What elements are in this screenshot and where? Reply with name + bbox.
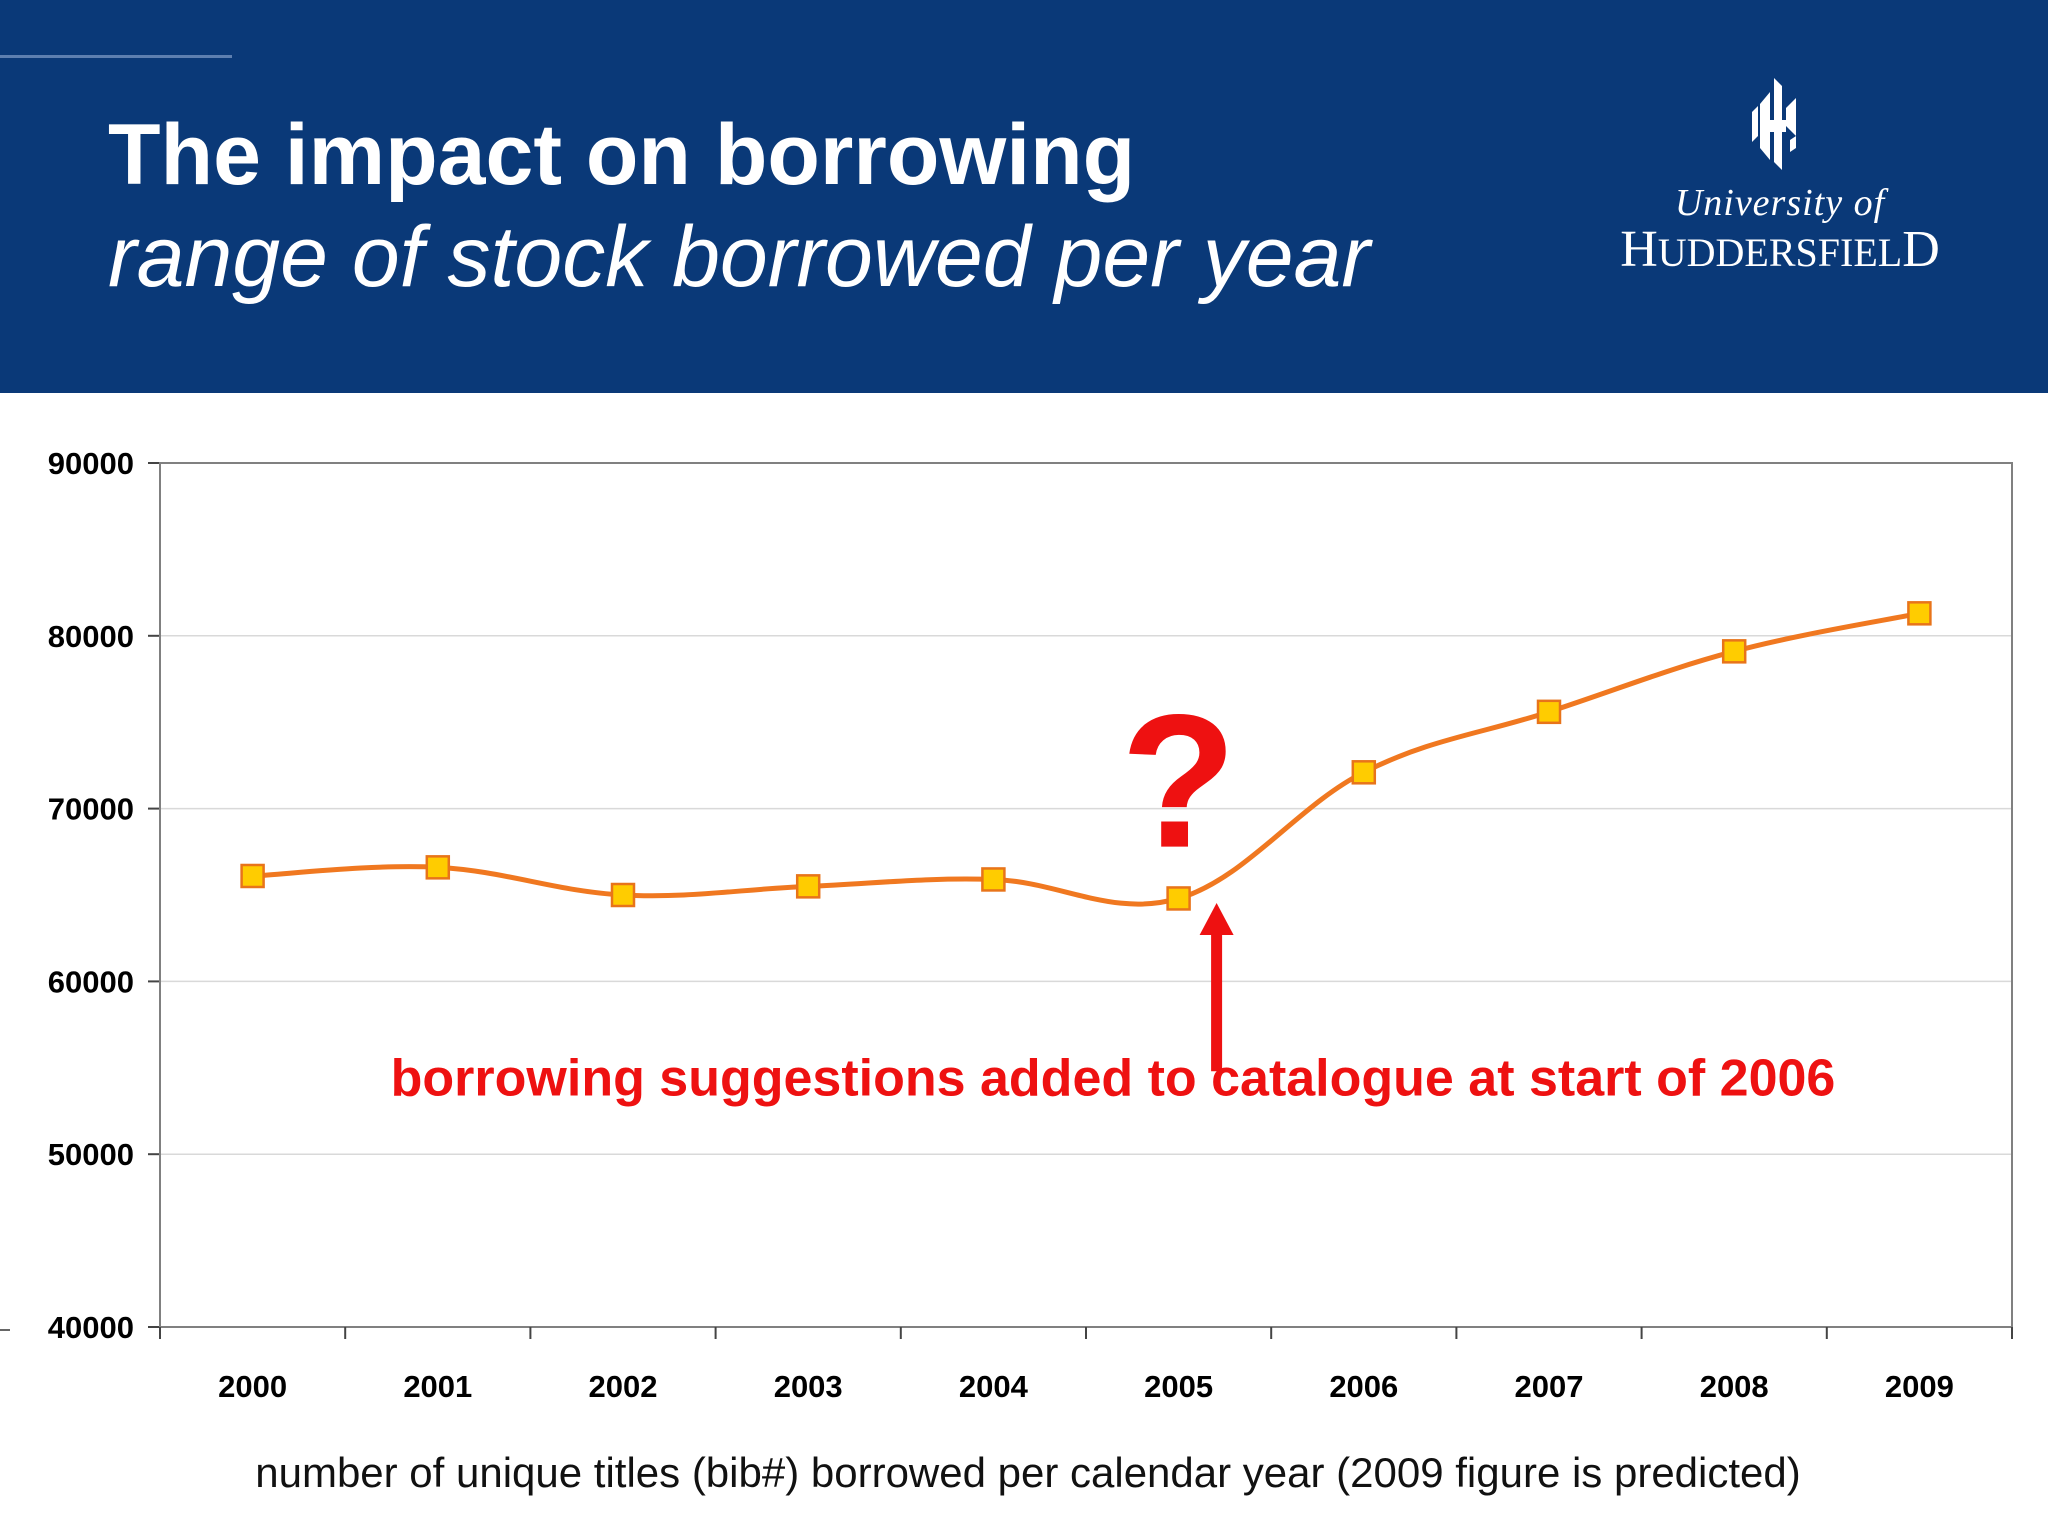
x-tick-label: 2000 xyxy=(218,1369,287,1404)
annotation-arrow-head xyxy=(1199,903,1234,935)
data-point-2002 xyxy=(610,882,636,908)
data-point-2000 xyxy=(240,863,265,889)
y-tick-label: 90000 xyxy=(48,446,134,481)
university-logo: University of HUDDERSFIELD xyxy=(1600,78,1960,278)
x-tick-label: 2003 xyxy=(774,1369,843,1404)
x-axis-label: number of unique titles (bib#) borrowed … xyxy=(255,1449,1801,1496)
header-banner: The impact on borrowing range of stock b… xyxy=(0,0,2048,393)
data-point-2004 xyxy=(981,867,1006,892)
header-rule xyxy=(0,55,232,58)
series-line xyxy=(252,610,1920,907)
data-point-2001 xyxy=(425,855,451,880)
y-tick-label: 40000 xyxy=(48,1310,134,1345)
x-tick-label: 2007 xyxy=(1515,1369,1584,1404)
logo-text-line2: HUDDERSFIELD xyxy=(1600,220,1960,279)
data-point-2006 xyxy=(1351,760,1377,785)
y-tick-label: 80000 xyxy=(48,619,134,654)
slide-subtitle: range of stock borrowed per year xyxy=(108,209,1370,305)
y-tick-label: 50000 xyxy=(48,1137,134,1172)
x-tick-label: 2002 xyxy=(589,1369,658,1404)
x-tick-label: 2004 xyxy=(959,1369,1029,1404)
x-tick-label: 2008 xyxy=(1700,1369,1769,1404)
logo-final: D xyxy=(1902,221,1940,278)
line-chart: 40000 50000 60000 70000 80000 90000 2000 2001 20… xyxy=(0,446,2013,1496)
university-crest-icon xyxy=(1752,78,1796,170)
logo-text-line1: University of xyxy=(1674,182,1886,224)
x-tick-label: 2009 xyxy=(1885,1369,1954,1404)
data-point-2007 xyxy=(1536,699,1562,725)
y-tick-label: 60000 xyxy=(48,964,134,999)
y-tick-label: 70000 xyxy=(48,792,134,827)
logo-smallcaps: UDDERSFIEL xyxy=(1657,230,1903,275)
x-tick-label: 2006 xyxy=(1329,1369,1398,1404)
x-tick-label: 2001 xyxy=(403,1369,472,1404)
question-mark: ? xyxy=(1121,676,1237,888)
logo-initial: H xyxy=(1620,221,1658,278)
chart-area: 40000 50000 60000 70000 80000 90000 2000 2001 20… xyxy=(0,393,2048,1536)
slide-title: The impact on borrowing xyxy=(108,107,1136,203)
data-point-2009 xyxy=(1907,601,1932,626)
data-point-2003 xyxy=(795,874,821,899)
data-point-2008 xyxy=(1721,639,1747,664)
annotation-text: borrowing suggestions added to catalogue… xyxy=(391,1049,1836,1107)
data-point-2005 xyxy=(1166,886,1191,911)
x-tick-label: 2005 xyxy=(1144,1369,1213,1404)
